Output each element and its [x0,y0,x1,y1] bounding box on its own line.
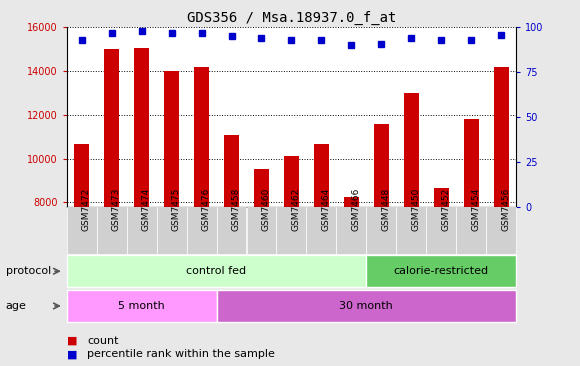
Bar [494,67,509,366]
Text: GSM7474: GSM7474 [142,187,151,231]
Bar [104,49,119,366]
Text: GSM7450: GSM7450 [411,187,420,231]
Text: GSM7454: GSM7454 [471,187,480,231]
Text: GSM7458: GSM7458 [231,187,241,231]
Text: protocol: protocol [6,266,51,276]
Text: 5 month: 5 month [118,301,165,311]
Bar [164,71,179,366]
Text: GSM7456: GSM7456 [501,187,510,231]
Text: percentile rank within the sample: percentile rank within the sample [87,349,275,359]
Text: GSM7466: GSM7466 [351,187,360,231]
Text: GDS356 / Msa.18937.0_f_at: GDS356 / Msa.18937.0_f_at [187,11,396,25]
Text: GSM7462: GSM7462 [292,187,300,231]
Bar [404,93,419,366]
Text: control fed: control fed [187,266,246,276]
Text: count: count [87,336,118,346]
Bar [134,48,149,366]
Bar [374,124,389,366]
Bar [434,188,449,366]
Bar [74,145,89,366]
Text: ■: ■ [67,349,77,359]
Text: calorie-restricted: calorie-restricted [394,266,489,276]
Text: GSM7475: GSM7475 [172,187,180,231]
Text: age: age [6,301,27,311]
Bar [464,119,478,366]
Text: GSM7448: GSM7448 [382,187,390,231]
Bar [344,197,359,366]
Text: GSM7460: GSM7460 [262,187,270,231]
Bar [314,145,329,366]
Text: GSM7472: GSM7472 [82,187,90,231]
Bar [284,157,299,366]
Text: GSM7473: GSM7473 [111,187,121,231]
Text: GSM7452: GSM7452 [441,187,450,231]
Text: 30 month: 30 month [339,301,393,311]
Text: ■: ■ [67,336,77,346]
Bar [194,67,209,366]
Text: GSM7476: GSM7476 [202,187,211,231]
Text: GSM7464: GSM7464 [321,187,331,231]
Bar [254,168,269,366]
Bar [224,135,239,366]
